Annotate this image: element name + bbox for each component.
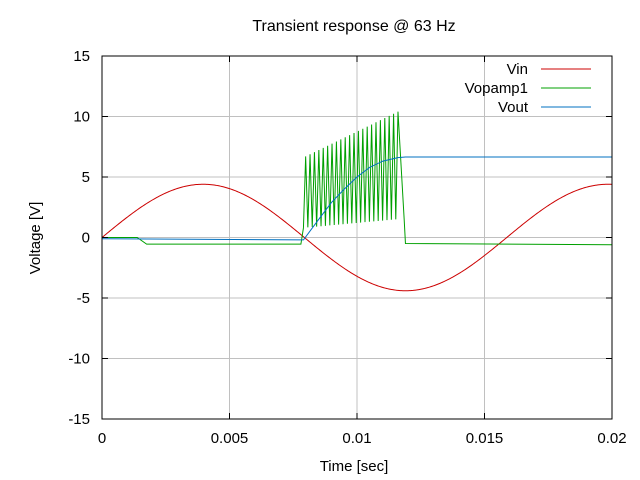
y-tick-label: 0 <box>82 230 90 247</box>
x-tick-label: 0.01 <box>342 430 371 447</box>
legend-label-vout: Vout <box>498 99 529 116</box>
y-tick-label: 5 <box>82 169 90 186</box>
y-tick-label: 10 <box>73 109 90 126</box>
x-tick-label: 0.02 <box>597 430 626 447</box>
y-tick-label: -5 <box>77 290 90 307</box>
series-vopamp1-line <box>102 111 613 246</box>
x-axis-label: Time [sec] <box>320 458 389 475</box>
legend-label-vopamp1: Vopamp1 <box>465 80 528 97</box>
grid-lines <box>102 56 612 419</box>
tick-marks <box>101 55 613 420</box>
series-vin-line <box>101 183 613 292</box>
x-tick-label: 0.015 <box>466 430 504 447</box>
x-tick-label: 0 <box>98 430 106 447</box>
legend-label-vin: Vin <box>507 61 528 78</box>
legend: Vin Vopamp1 Vout <box>465 61 591 116</box>
series-layer <box>101 111 613 292</box>
x-tick-label: 0.005 <box>211 430 249 447</box>
y-tick-label: -10 <box>68 351 90 368</box>
y-axis-label: Voltage [V] <box>27 202 44 275</box>
chart-title: Transient response @ 63 Hz <box>252 18 455 35</box>
tick-labels: 0 0.005 0.01 0.015 0.02 -15 -10 -5 0 5 10 15 <box>68 48 626 447</box>
y-tick-label: -15 <box>68 411 90 428</box>
series-vout-line <box>101 156 612 241</box>
y-tick-label: 15 <box>73 48 90 65</box>
